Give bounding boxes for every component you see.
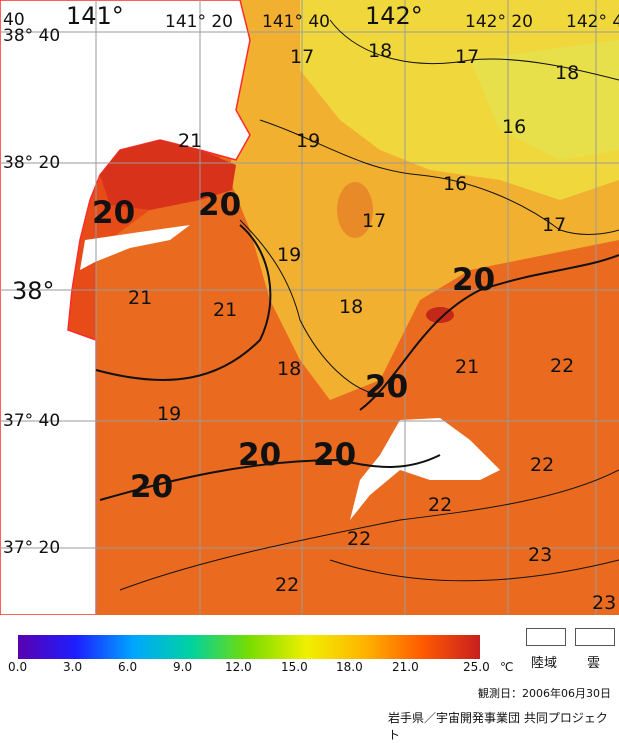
isotherm-label: 20 [130,469,174,505]
isotherm-label: 19 [157,403,182,425]
isotherm-label: 23 [592,592,617,614]
scale-tick: 18.0 [336,660,363,674]
credit-text: 岩手県／宇宙開発事業団 共同プロジェクト [388,711,608,742]
isotherm-20b [359,254,619,411]
isotherm-label: 21 [455,356,480,378]
isotherm-label: 17 [455,46,480,68]
isotherm-20c [99,454,441,501]
lon-label-142-40: 142° 4 [566,12,619,32]
isotherm-label: 20 [92,195,136,231]
isotherm-20a [95,224,272,381]
lat-label-38-40: 38° 40 [3,26,61,46]
isotherm-label: 17 [290,46,315,68]
isotherm-22 [119,469,619,591]
scale-tick: 3.0 [63,660,83,674]
sst-map [0,0,619,615]
legend [0,615,619,725]
isotherm-19 [239,219,381,396]
scale-tick: 6.0 [118,660,138,674]
sst-map-canvas [0,0,619,615]
unit-label: ℃ [500,660,514,674]
land-label: 陸域 [531,656,558,671]
isotherm-label: 19 [277,244,302,266]
isotherm-label: 22 [530,454,555,476]
isotherm-label: 23 [528,544,553,566]
color-scale-bar [18,635,480,659]
lat-label-38-20: 38° 20 [3,153,61,173]
lat-label-38: 38° [12,277,55,305]
corner-label: 40 [3,10,25,30]
bay-water [100,140,236,210]
isotherm-label: 16 [502,116,527,138]
isotherm-label: 20 [198,187,242,223]
lon-label-142: 142° [365,2,423,30]
scale-tick: 15.0 [281,660,308,674]
isotherm-17 [259,119,619,235]
isotherm-label: 20 [365,369,409,405]
lon-label-141-20: 141° 20 [165,12,233,32]
warm-eddy [337,182,373,238]
isotherm-label: 21 [213,299,238,321]
isotherm-label: 19 [296,130,321,152]
isotherm-label: 20 [313,437,357,473]
cloud-label: 雲 [587,656,601,671]
isotherm-label: 18 [277,358,302,380]
isotherm-label: 18 [339,296,364,318]
lat-label-37-40: 37° 40 [3,411,61,431]
observation-date: 観測日：2006年06月30日 [478,687,611,700]
isotherm-label: 22 [428,494,453,516]
lon-label-142-20: 142° 20 [465,12,533,32]
isotherm-18 [329,19,619,81]
scale-tick: 0.0 [8,660,28,674]
land-swatch [526,628,566,646]
cloud-patch [350,418,500,520]
isotherm-label: 22 [347,528,372,550]
isotherm-label: 16 [443,173,468,195]
isotherm-label: 21 [128,287,153,309]
scale-tick: 12.0 [225,660,252,674]
isotherm-lines [95,19,619,591]
isotherm-label: 20 [238,437,282,473]
scale-tick: 21.0 [392,660,419,674]
isotherm-label: 18 [368,40,393,62]
lon-label-141: 141° [66,2,124,30]
isotherm-label: 17 [362,210,387,232]
graticule [0,0,619,615]
cold-water-patch [300,0,619,200]
lat-label-37-20: 37° 20 [3,538,61,558]
cloud-patch-2 [80,225,190,270]
scale-tick: 25.0 [463,660,490,674]
scale-tick: 9.0 [173,660,193,674]
isotherm-label: 21 [178,130,203,152]
isotherm-23 [329,559,619,582]
isotherm-label: 17 [542,214,567,236]
isotherm-label: 20 [452,262,496,298]
isotherm-label: 22 [275,574,300,596]
isotherm-label: 18 [555,62,580,84]
cold-water-patch-2 [470,40,619,160]
lon-label-141-40: 141° 40 [262,12,330,32]
isotherm-label: 22 [550,355,575,377]
cloud-swatch [575,628,615,646]
